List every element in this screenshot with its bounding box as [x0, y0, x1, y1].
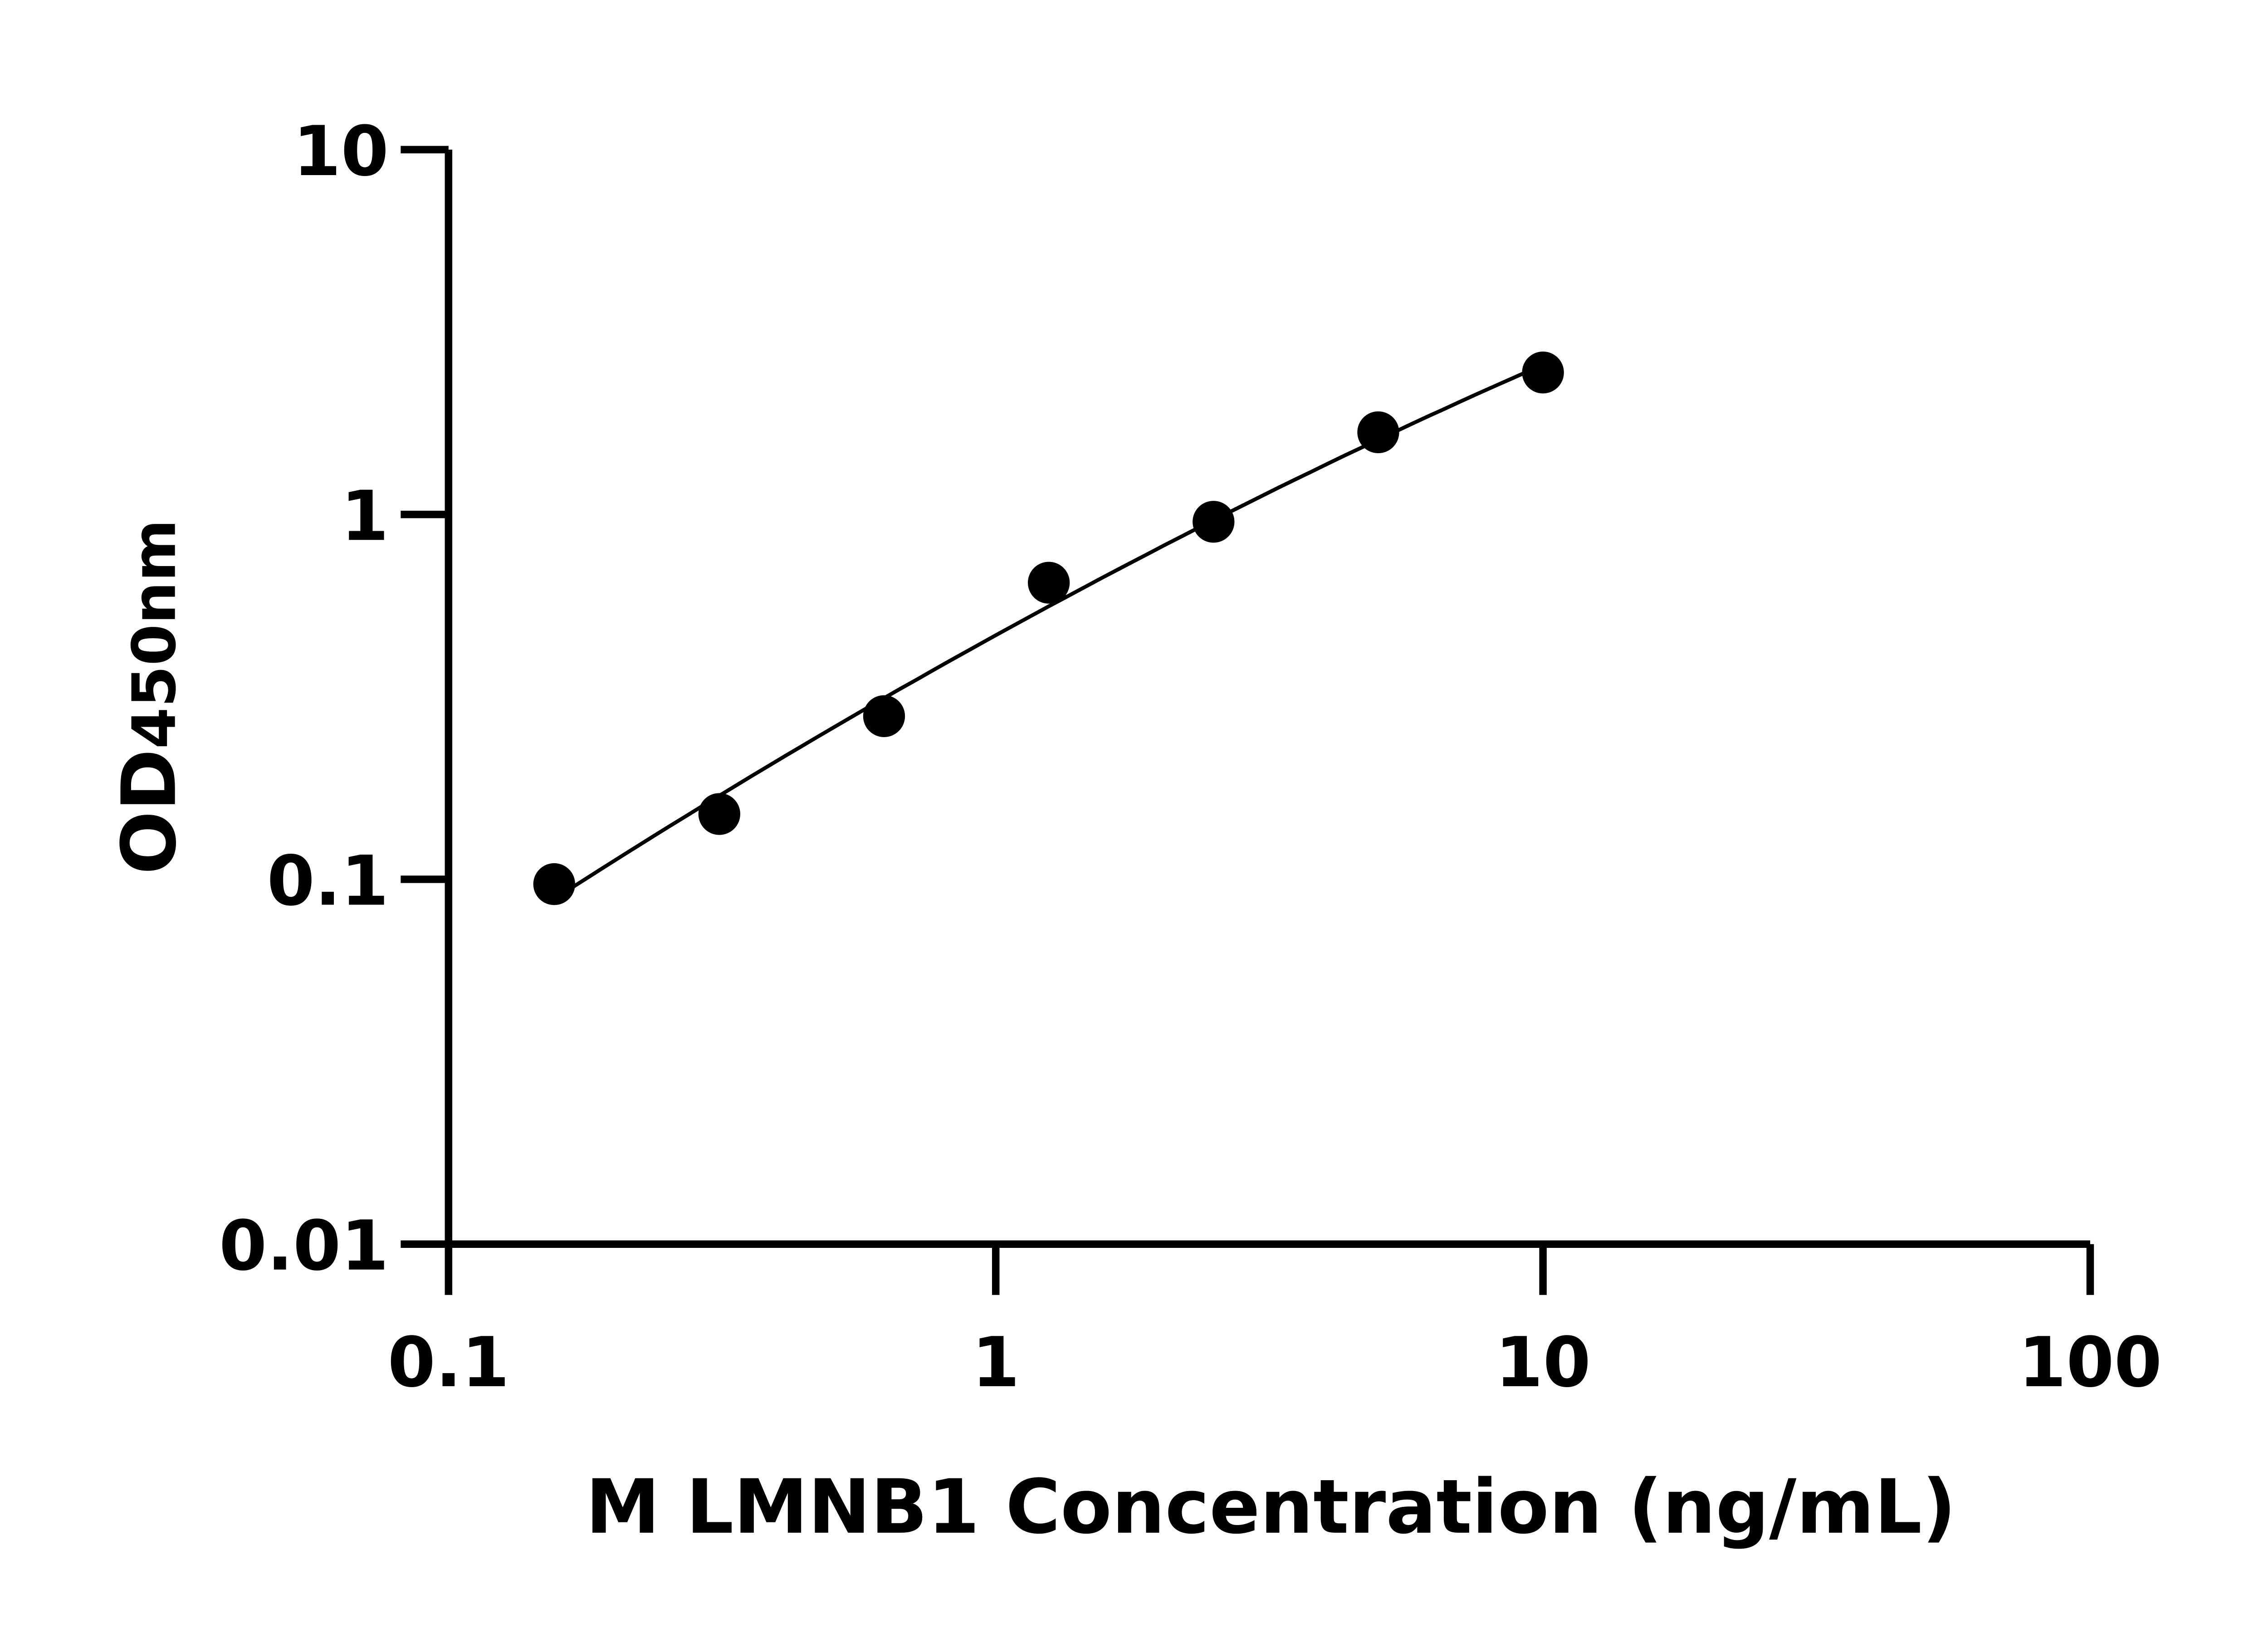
y-axis-label: OD450nm	[106, 519, 193, 875]
data-point	[698, 793, 740, 835]
x-tick-label: 0.1	[388, 1322, 510, 1403]
y-tick-label: 1	[341, 476, 389, 556]
x-tick-label: 10	[1495, 1322, 1591, 1403]
y-tick-label: 0.01	[219, 1206, 389, 1286]
x-tick-label: 100	[2019, 1322, 2162, 1403]
y-axis-label-main: OD	[106, 749, 193, 875]
data-marks	[533, 352, 1564, 905]
data-point	[863, 695, 905, 737]
data-point	[1522, 352, 1564, 394]
y-tick-label: 10	[293, 111, 389, 191]
x-tick-label: 1	[972, 1322, 1020, 1403]
data-point	[1193, 501, 1235, 543]
y-tick-label: 0.1	[267, 841, 389, 921]
x-axis-label: M LMNB1 Concentration (ng/mL)	[586, 1463, 1956, 1550]
y-axis-label-sub: 450nm	[120, 519, 190, 749]
data-point	[533, 863, 575, 905]
data-point	[1357, 411, 1399, 454]
data-point	[1028, 562, 1070, 604]
ticks: 0.01 0.1 1 10 0.1 1 10 100	[219, 111, 2162, 1403]
axes	[445, 149, 2091, 1248]
